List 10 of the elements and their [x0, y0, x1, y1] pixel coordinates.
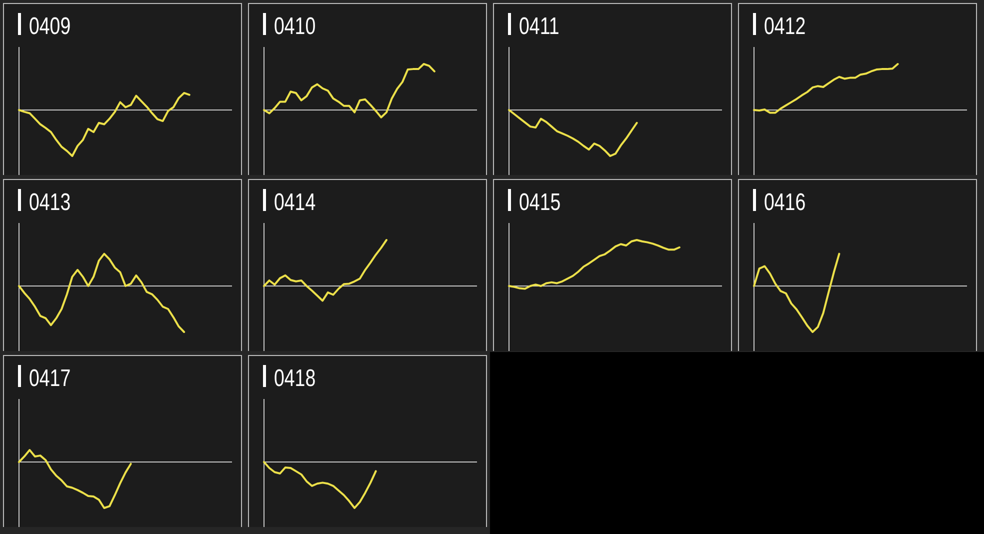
chart-title: 0415	[519, 188, 561, 216]
chart-title: 0417	[29, 364, 71, 392]
chart-title: 0411	[519, 12, 560, 40]
chart-title: 0416	[764, 188, 806, 216]
chart-title: 0409	[29, 12, 71, 40]
chart-title: 0410	[274, 12, 316, 40]
chart-title: 0418	[274, 364, 316, 392]
chart-title: 0412	[764, 12, 806, 40]
chart-title: 0414	[274, 188, 316, 216]
chart-title: 0413	[29, 188, 71, 216]
